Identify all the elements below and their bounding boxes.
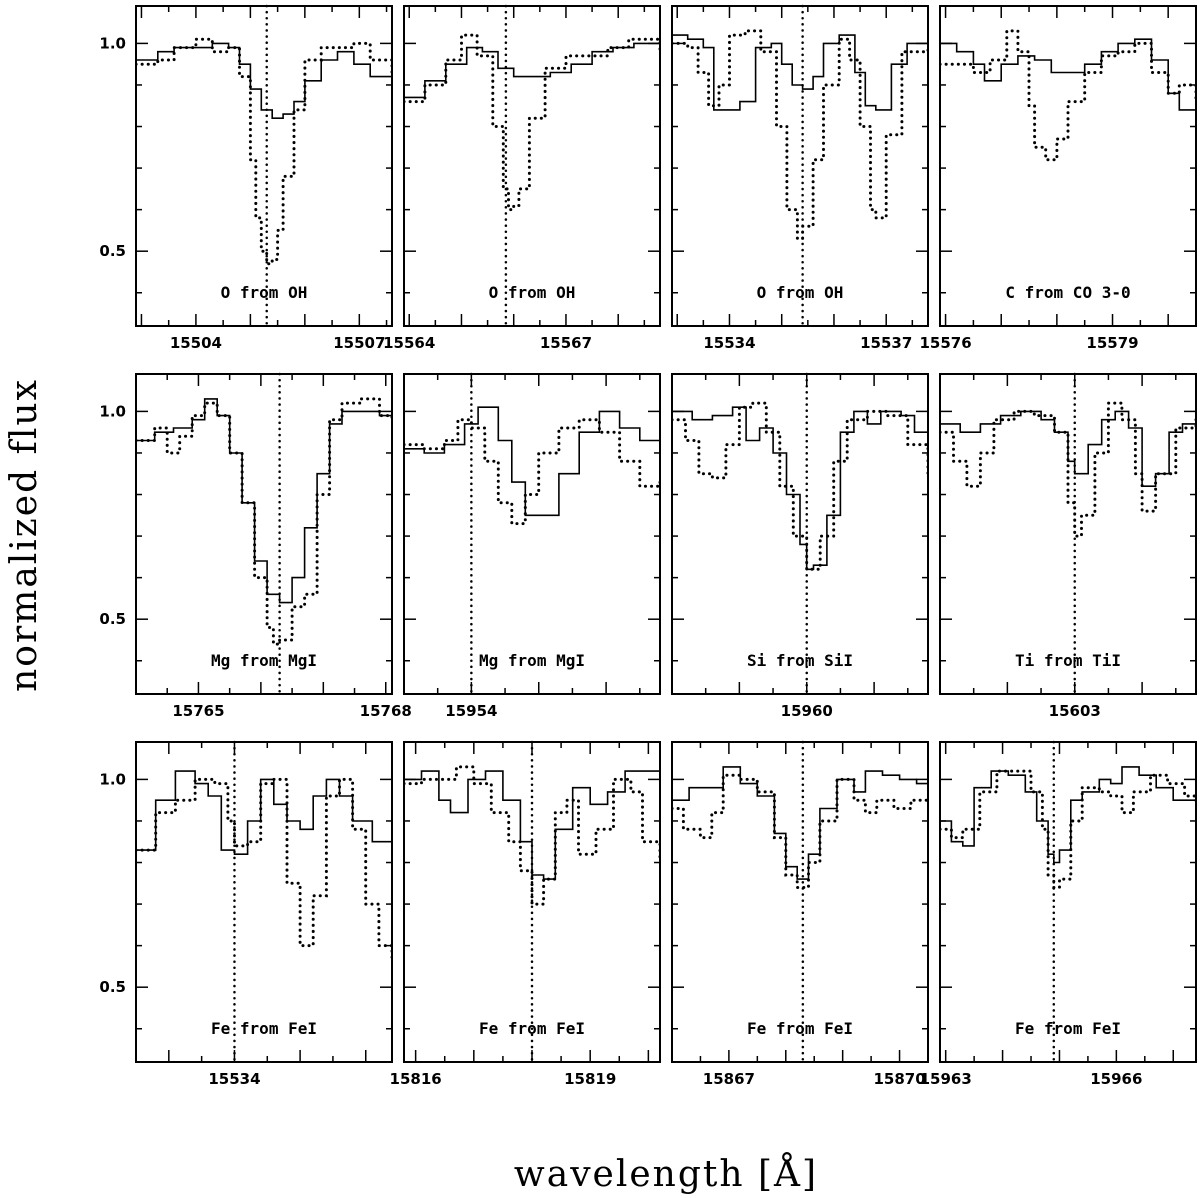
x-tick-label: 15765 xyxy=(172,702,224,720)
panel-label: Si from SiI xyxy=(747,651,853,670)
x-tick-label: 15963 xyxy=(920,1070,972,1088)
x-tick-label: 15603 xyxy=(1049,702,1101,720)
panel-grid: 15504 15507 1.0 0.5 O from OH 15564 15567 O fro… xyxy=(99,4,1197,1088)
panel-label: Fe from FeI xyxy=(211,1019,317,1038)
solid-spectrum-line xyxy=(940,410,1196,487)
dotted-spectrum-line xyxy=(672,29,928,241)
panel-label: Fe from FeI xyxy=(479,1019,585,1038)
panel-frame xyxy=(671,373,929,695)
x-tick-label: 15867 xyxy=(703,1070,755,1088)
dotted-spectrum-line xyxy=(136,37,392,266)
panel-frame xyxy=(671,5,929,327)
panel-label: Fe from FeI xyxy=(747,1019,853,1038)
spectrum-panel: 15765 15768 1.0 0.5 Mg from MgI xyxy=(99,372,412,720)
x-tick-label: 15576 xyxy=(919,334,971,352)
spectrum-panel: 15534 15537 O from OH xyxy=(671,4,929,352)
spectrum-panel: 15603 Ti from TiI xyxy=(939,372,1197,720)
panel-label: O from OH xyxy=(221,283,308,302)
panel-frame xyxy=(135,373,393,695)
panel-frame xyxy=(939,5,1197,327)
solid-spectrum-line xyxy=(672,406,928,571)
x-tick-label: 15966 xyxy=(1090,1070,1142,1088)
x-tick-label: 15579 xyxy=(1086,334,1138,352)
panel-label: Mg from MgI xyxy=(479,651,585,670)
y-tick-label: 1.0 xyxy=(99,34,126,52)
solid-spectrum-line xyxy=(404,42,660,99)
spectrum-panel: 15564 15567 O from OH xyxy=(383,4,661,352)
x-tick-label: 15870 xyxy=(873,1070,925,1088)
panel-label: Fe from FeI xyxy=(1015,1019,1121,1038)
solid-spectrum-line xyxy=(404,406,660,517)
solid-spectrum-line xyxy=(672,34,928,111)
panel-label: O from OH xyxy=(757,283,844,302)
y-tick-label: 0.5 xyxy=(99,978,126,996)
dotted-spectrum-line xyxy=(672,401,928,571)
panel-label: Ti from TiI xyxy=(1015,651,1121,670)
x-tick-label: 15960 xyxy=(781,702,833,720)
y-tick-label: 0.5 xyxy=(99,610,126,628)
panel-frame xyxy=(671,741,929,1063)
y-tick-label: 1.0 xyxy=(99,402,126,420)
dotted-spectrum-line xyxy=(940,401,1196,538)
x-tick-label: 15819 xyxy=(564,1070,616,1088)
dotted-spectrum-line xyxy=(136,777,392,964)
spectrum-panel: 15576 15579 C from CO 3-0 xyxy=(919,5,1197,352)
solid-spectrum-line xyxy=(136,398,392,604)
dotted-spectrum-line xyxy=(404,33,660,212)
spectrum-panel: 15534 1.0 0.5 Fe from FeI xyxy=(99,740,393,1088)
x-tick-label: 15768 xyxy=(360,702,412,720)
spectrum-panel: 15960 Si from SiI xyxy=(671,372,929,720)
panel-frame xyxy=(939,741,1197,1063)
x-tick-label: 15954 xyxy=(445,702,497,720)
spectrum-panel: 15504 15507 1.0 0.5 O from OH xyxy=(99,4,393,352)
solid-spectrum-line xyxy=(672,766,928,880)
spectrum-panel: 15963 15966 Fe from FeI xyxy=(920,740,1197,1088)
panel-frame xyxy=(403,741,661,1063)
dotted-spectrum-line xyxy=(940,29,1196,162)
y-tick-label: 1.0 xyxy=(99,770,126,788)
spectrum-panel: 15867 15870 Fe from FeI xyxy=(671,740,929,1088)
x-axis-title: wavelength [Å] xyxy=(514,1153,818,1195)
x-tick-label: 15567 xyxy=(540,334,592,352)
x-tick-label: 15816 xyxy=(390,1070,442,1088)
dotted-spectrum-line xyxy=(404,765,660,906)
x-tick-label: 15534 xyxy=(703,334,755,352)
y-axis-title: normalized flux xyxy=(4,378,45,692)
spectrum-panel: 15816 15819 Fe from FeI xyxy=(390,740,661,1088)
panel-frame xyxy=(403,373,661,695)
dotted-spectrum-line xyxy=(404,418,660,526)
x-tick-label: 15564 xyxy=(383,334,435,352)
dotted-spectrum-line xyxy=(672,773,928,889)
x-tick-label: 15537 xyxy=(860,334,912,352)
x-tick-label: 15534 xyxy=(208,1070,260,1088)
x-tick-label: 15504 xyxy=(170,334,222,352)
panel-label: C from CO 3-0 xyxy=(1005,283,1130,302)
dotted-spectrum-line xyxy=(940,769,1196,889)
panel-frame xyxy=(135,741,393,1063)
spectrum-panel: 15954 Mg from MgI xyxy=(403,372,661,720)
solid-spectrum-line xyxy=(136,42,392,119)
solid-spectrum-line xyxy=(136,770,392,863)
x-tick-label: 15507 xyxy=(333,334,385,352)
y-tick-label: 0.5 xyxy=(99,242,126,260)
panel-frame xyxy=(135,5,393,327)
panel-label: O from OH xyxy=(489,283,576,302)
panel-frame xyxy=(403,5,661,327)
solid-spectrum-line xyxy=(940,38,1196,111)
panel-label: Mg from MgI xyxy=(211,651,317,670)
dotted-spectrum-line xyxy=(136,397,392,646)
solid-spectrum-line xyxy=(940,766,1196,864)
panel-frame xyxy=(939,373,1197,695)
